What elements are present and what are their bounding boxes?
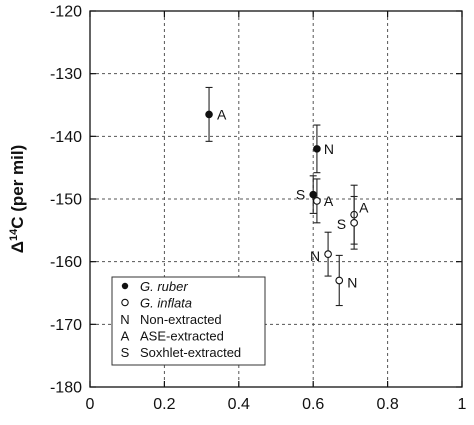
- point-label: S: [337, 216, 346, 232]
- point-label: N: [324, 141, 334, 157]
- legend: G. ruber G. inflata N Non-extracted A ASE-ext…: [111, 276, 266, 366]
- point-label: A: [324, 193, 334, 209]
- legend-series-label: G. inflata: [140, 296, 192, 311]
- y-axis-title: Δ14C (per mil): [8, 145, 27, 254]
- point-g-inflata: [335, 276, 344, 285]
- legend-code-label: Non-extracted: [140, 312, 222, 327]
- legend-items: G. ruber G. inflata N Non-extracted A ASE-ext…: [120, 279, 241, 360]
- y-axis-title-prefix: Δ: [8, 241, 27, 253]
- y-axis-title-superscript: 14: [8, 228, 20, 241]
- x-tick-label: 0.8: [376, 396, 398, 413]
- x-tick-label: 0.2: [153, 396, 175, 413]
- legend-box: [111, 276, 266, 366]
- plot-frame: [89, 10, 463, 388]
- tick-labels: 0 0.2 0.4 0.6 0.8 1 -180 -170 -160 -150 -140 -130 -1…: [50, 4, 467, 414]
- x-tick-label: 0: [86, 396, 95, 413]
- legend-series-label: G. ruber: [140, 279, 188, 294]
- legend-code-label: ASE-extracted: [140, 329, 224, 344]
- x-tick-label: 1: [458, 396, 467, 413]
- legend-code: A: [121, 329, 130, 344]
- point-g-inflata: [313, 197, 321, 205]
- legend-code: S: [121, 345, 130, 360]
- point-g-ruber: [309, 190, 318, 199]
- legend-code-label: Soxhlet-extracted: [140, 345, 241, 360]
- y-tick-label: -130: [50, 66, 82, 83]
- point-label: A: [217, 106, 227, 122]
- y-tick-label: -170: [50, 317, 82, 334]
- point-g-ruber: [313, 145, 321, 153]
- point-g-ruber: [205, 110, 213, 119]
- y-tick-label: -180: [50, 380, 82, 397]
- point-g-inflata: [324, 250, 332, 258]
- y-tick-label: -160: [50, 254, 82, 271]
- x-tick-label: 0.6: [302, 396, 324, 413]
- point-label: S: [296, 187, 305, 203]
- x-tick-label: 0.4: [228, 396, 250, 413]
- legend-marker-filled: [121, 282, 129, 290]
- legend-code: N: [120, 312, 129, 327]
- y-tick-label: -140: [50, 129, 82, 146]
- y-tick-label: -150: [50, 192, 82, 209]
- point-label: N: [310, 248, 320, 264]
- point-label: A: [359, 200, 369, 216]
- y-tick-label: -120: [50, 4, 82, 21]
- point-label: N: [347, 274, 357, 290]
- y-axis-title-suffix: C (per mil): [8, 145, 27, 229]
- legend-marker-open: [121, 298, 129, 307]
- point-g-inflata: [350, 218, 358, 227]
